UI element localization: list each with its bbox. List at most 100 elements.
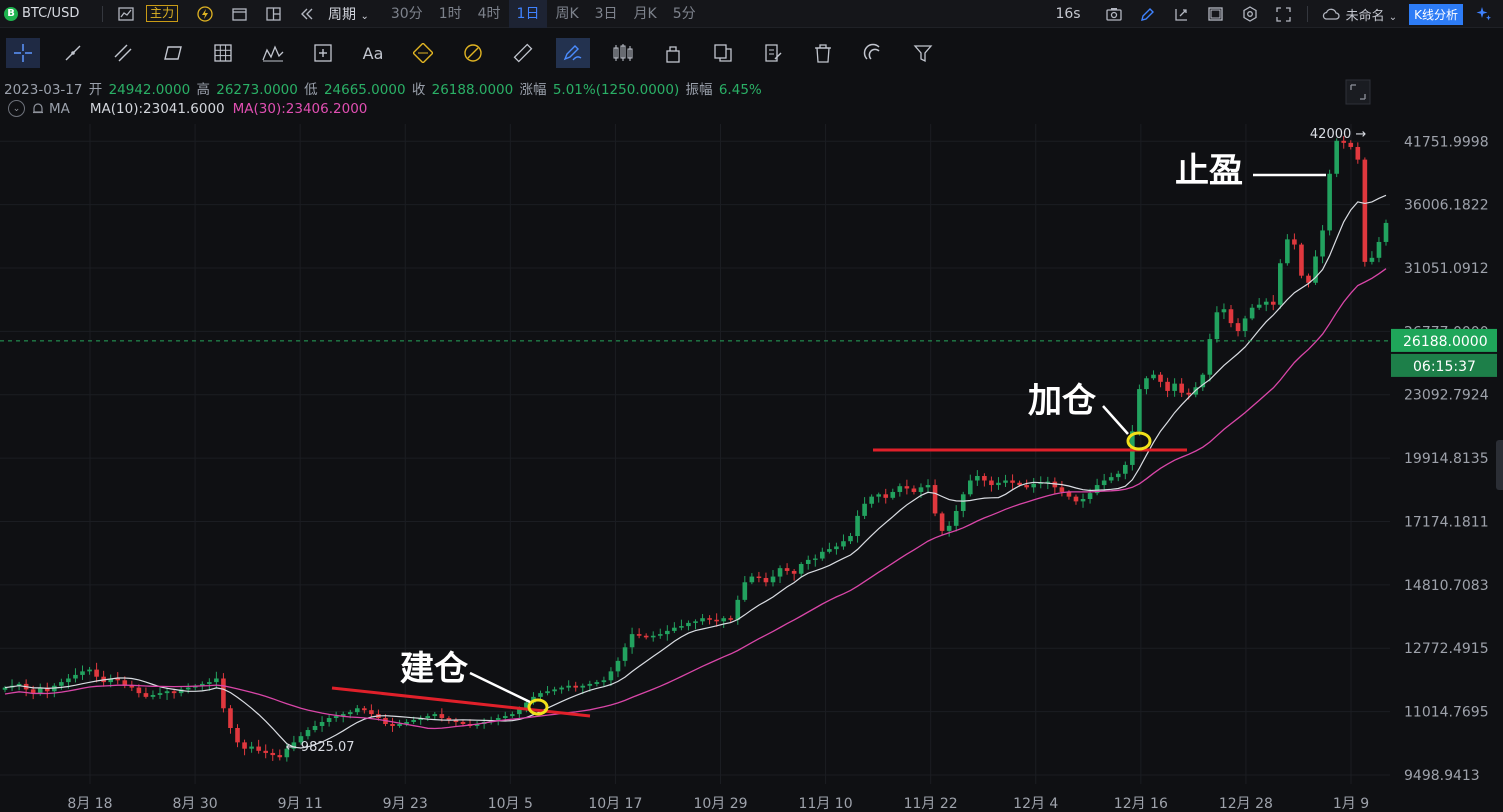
- collapse-icon[interactable]: ⌄: [8, 100, 25, 117]
- layout-icon[interactable]: [264, 5, 282, 23]
- parallel-channel-icon[interactable]: [106, 38, 140, 68]
- candle-body: [164, 691, 170, 694]
- candle-body: [1278, 263, 1283, 305]
- crosshair-icon[interactable]: [6, 38, 40, 68]
- clone-icon[interactable]: [706, 38, 740, 68]
- top-toolbar: B BTC/USD 主力 周期 ⌄ 30分 1时 4时 1日 周K 3日 月K …: [0, 0, 1503, 28]
- candle-body: [1200, 374, 1206, 388]
- calendar-icon[interactable]: [230, 5, 248, 23]
- timeframe-4h[interactable]: 4时: [477, 5, 501, 22]
- layout-name-dropdown[interactable]: 未命名 ⌄: [1345, 8, 1398, 24]
- price-axis: 41751.999836006.182231051.091226777.0000…: [1391, 134, 1497, 784]
- candle-body: [820, 551, 825, 559]
- candle-body: [1031, 483, 1037, 488]
- candle-body: [228, 708, 233, 729]
- period-dropdown[interactable]: 周期 ⌄: [328, 6, 369, 23]
- settings-icon[interactable]: [1241, 5, 1259, 23]
- add-position-circle: [1126, 431, 1152, 451]
- candle-body: [841, 541, 846, 547]
- timeframe-30m[interactable]: 30分: [390, 5, 423, 22]
- side-panel-handle[interactable]: [1496, 440, 1503, 490]
- candle-body: [996, 482, 1001, 486]
- candle-body: [552, 689, 557, 692]
- indicator-info: ⌄ MA MA(10):23041.6000 MA(30):23406.2000: [8, 100, 367, 117]
- pattern-icon[interactable]: [256, 38, 290, 68]
- alarm-bell-icon[interactable]: [31, 102, 45, 116]
- chart-type-icon[interactable]: [117, 5, 135, 23]
- candles-icon[interactable]: [606, 38, 640, 68]
- candle-body: [911, 488, 917, 492]
- fullscreen-window-icon[interactable]: [1207, 5, 1225, 23]
- main-indicator-tag[interactable]: 主力: [146, 5, 179, 22]
- filter-icon[interactable]: [906, 38, 940, 68]
- candle-body: [1115, 473, 1121, 478]
- camera-icon[interactable]: [1105, 5, 1123, 23]
- candle-body: [939, 513, 945, 531]
- candle-body: [235, 728, 240, 743]
- current-price-label: 26188.0000: [1403, 334, 1488, 350]
- k-line-analysis-button[interactable]: K线分析: [1409, 3, 1463, 25]
- candle-body: [1123, 464, 1128, 474]
- candle-body: [622, 647, 628, 661]
- lightning-icon[interactable]: [196, 5, 214, 23]
- candle-body: [1334, 140, 1339, 174]
- delete-icon[interactable]: [806, 38, 840, 68]
- countdown-label: 06:15:37: [1413, 359, 1476, 375]
- candle-body: [925, 485, 931, 488]
- timeframe-1d[interactable]: 1日: [508, 0, 548, 28]
- candle-body: [1235, 323, 1241, 332]
- candle-body: [404, 721, 409, 724]
- expand-icon[interactable]: [1275, 5, 1293, 23]
- candle-body: [178, 689, 184, 694]
- timeframe-weekly[interactable]: 周K: [555, 5, 579, 22]
- candlestick-chart[interactable]: 42000 → ← 9825.07 建仓 加仓 止盈 41751.9998 36006.1…: [0, 79, 1503, 812]
- fib-icon[interactable]: [406, 38, 440, 68]
- price-tick-label: 12772.4915: [1404, 641, 1489, 657]
- cloud-icon[interactable]: [1322, 5, 1340, 23]
- candle-body: [157, 693, 163, 695]
- grid-icon[interactable]: [206, 38, 240, 68]
- lock-icon[interactable]: [656, 38, 690, 68]
- brush-icon[interactable]: [456, 38, 490, 68]
- close-value: 26188.0000: [431, 82, 514, 98]
- indicator-name[interactable]: MA: [49, 100, 70, 117]
- candle-body: [446, 718, 452, 721]
- candle-body: [143, 693, 149, 697]
- candle-body: [207, 682, 212, 684]
- refresh-interval[interactable]: 16s: [1055, 6, 1081, 22]
- candle-body: [1376, 241, 1382, 258]
- rewind-icon[interactable]: [298, 5, 316, 23]
- add-position-annotation: 加仓: [1028, 381, 1097, 421]
- trend-line-icon[interactable]: [56, 38, 90, 68]
- pencil-icon[interactable]: [1139, 5, 1157, 23]
- timeframe-5m[interactable]: 5分: [672, 5, 696, 22]
- timeframe-3d[interactable]: 3日: [594, 5, 618, 22]
- candle-body: [1355, 146, 1361, 160]
- ruler-icon[interactable]: [506, 38, 540, 68]
- candle-body: [340, 714, 346, 717]
- timeframe-monthly[interactable]: 月K: [633, 5, 657, 22]
- candle-body: [221, 678, 226, 709]
- candle-body: [1348, 142, 1354, 147]
- candle-body: [305, 730, 311, 737]
- note-icon[interactable]: [756, 38, 790, 68]
- candle-body: [918, 487, 924, 492]
- sparkle-icon[interactable]: [1475, 5, 1493, 23]
- magnet-draw-icon[interactable]: [556, 38, 590, 68]
- candle-body: [1228, 309, 1234, 324]
- countdown-badge: [1391, 353, 1497, 377]
- replay-icon[interactable]: [1173, 5, 1191, 23]
- measure-icon[interactable]: [306, 38, 340, 68]
- magnet-icon[interactable]: [856, 38, 890, 68]
- candle-body: [502, 716, 508, 719]
- change-value: 5.01%(1250.0000): [552, 82, 680, 98]
- candle-body: [1327, 173, 1332, 231]
- text-icon[interactable]: Aa: [362, 43, 384, 63]
- timeframe-1h[interactable]: 1时: [438, 5, 462, 22]
- candle-body: [432, 714, 438, 717]
- candle-body: [1137, 389, 1142, 432]
- candle-body: [636, 634, 642, 636]
- symbol-selector[interactable]: B BTC/USD: [0, 6, 96, 21]
- candle-body: [657, 634, 663, 636]
- rectangle-icon[interactable]: [156, 38, 190, 68]
